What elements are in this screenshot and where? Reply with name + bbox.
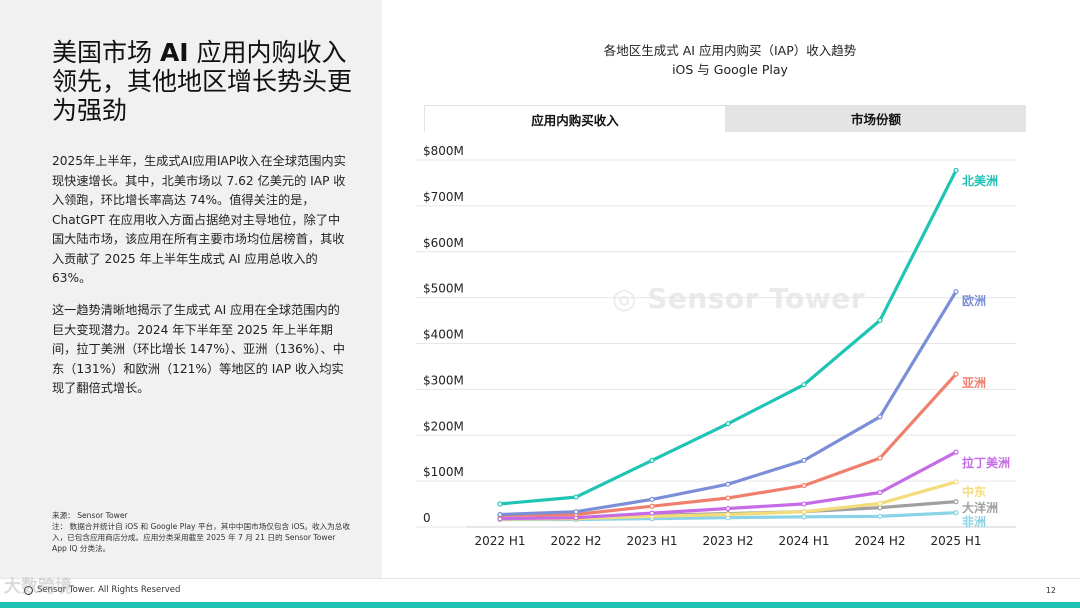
headline-bold: AI xyxy=(159,38,189,67)
data-point xyxy=(497,501,503,507)
data-point xyxy=(801,457,807,463)
watermark-stamp: 大数跨境 xyxy=(4,577,72,597)
footer-brand: Sensor Tower. All Rights Reserved xyxy=(24,585,180,595)
x-tick-label: 2023 H2 xyxy=(702,534,753,548)
data-point xyxy=(725,505,731,512)
chart-subtitle: iOS 与 Google Play xyxy=(672,62,788,77)
series-label: 拉丁美洲 xyxy=(962,455,1010,470)
data-point xyxy=(649,510,655,516)
x-tick-label: 2023 H1 xyxy=(626,534,677,548)
data-point xyxy=(953,449,959,455)
data-point xyxy=(801,509,807,515)
bottom-accent-bar xyxy=(0,602,1080,608)
data-point xyxy=(801,501,807,507)
series-label: 中东 xyxy=(962,484,986,499)
data-point xyxy=(953,499,959,505)
series-line xyxy=(498,372,958,517)
data-point xyxy=(801,382,807,388)
source-note: 来源： Sensor Tower 注： 数据合并统计自 iOS 和 Google… xyxy=(52,510,352,554)
data-point xyxy=(877,489,883,496)
x-tick-label: 2022 H1 xyxy=(474,534,525,548)
data-point xyxy=(877,505,883,511)
left-panel xyxy=(0,0,382,578)
paragraph-1: 2025年上半年，生成式AI应用IAP收入在全球范围内实现快速增长。其中，北美市… xyxy=(52,154,346,285)
data-point xyxy=(877,513,883,519)
data-point xyxy=(649,496,655,502)
headline-text-1: 美国市场 xyxy=(52,38,160,67)
tab-market-share[interactable]: 市场份额 xyxy=(726,105,1026,132)
data-point xyxy=(953,167,959,174)
data-point xyxy=(877,317,883,324)
x-tick-label: 2024 H1 xyxy=(778,534,829,548)
data-point xyxy=(953,479,959,485)
data-point xyxy=(725,495,731,501)
data-point xyxy=(877,455,883,461)
data-point xyxy=(649,457,655,463)
line-chart: $800M $700M $600M $500M $400M $300M $200M $100M… xyxy=(416,144,1016,548)
series-label: 大洋洲 xyxy=(962,500,998,515)
series-label: 欧洲 xyxy=(962,293,986,308)
data-point xyxy=(573,509,579,515)
data-point xyxy=(801,514,807,520)
data-point xyxy=(877,414,883,420)
series-label: 非洲 xyxy=(962,514,986,529)
y-tick-label: $800M xyxy=(423,144,464,158)
data-point xyxy=(801,482,807,489)
data-point xyxy=(725,481,731,487)
chart-title: 各地区生成式 AI 应用内购买（IAP）收入趋势 xyxy=(603,43,857,58)
y-tick-label: $600M xyxy=(423,236,464,250)
y-tick-label: 0 xyxy=(423,511,431,525)
sensor-tower-watermark-icon: ◎ Sensor Tower xyxy=(612,282,866,315)
data-point xyxy=(953,371,959,377)
x-tick-label: 2024 H2 xyxy=(854,534,905,548)
series-line xyxy=(498,168,958,506)
x-tick-label: 2025 H1 xyxy=(930,534,981,548)
page-title: 美国市场 AI 应用内购收入领先，其他地区增长势头更为强劲 xyxy=(52,38,352,125)
sensor-tower-logo-icon xyxy=(24,585,33,595)
data-point xyxy=(497,511,503,518)
tab-iap-revenue[interactable]: 应用内购买收入 xyxy=(424,105,726,132)
data-point xyxy=(649,503,655,509)
data-point xyxy=(573,494,579,500)
y-tick-label: $500M xyxy=(423,282,464,296)
data-point xyxy=(953,288,959,295)
series-label: 北美洲 xyxy=(962,173,998,188)
y-tick-label: $400M xyxy=(423,328,464,342)
y-tick-label: $300M xyxy=(423,373,464,387)
data-point xyxy=(953,510,959,516)
data-point xyxy=(877,500,883,507)
y-tick-label: $100M xyxy=(423,465,464,479)
data-point xyxy=(725,421,731,427)
footer-divider xyxy=(0,578,1080,579)
headline-text-2: 应用内购收入领先，其他地区增长势头更为强劲 xyxy=(52,38,353,125)
chart-tabs: 应用内购买收入 市场份额 xyxy=(424,105,1026,132)
data-point xyxy=(725,511,731,518)
y-tick-label: $200M xyxy=(423,419,464,433)
y-tick-label: $700M xyxy=(423,190,464,204)
source-line: 来源： Sensor Tower xyxy=(52,511,128,520)
paragraph-2: 这一趋势清晰地揭示了生成式 AI 应用在全球范围内的巨大变现潜力。2024 年下… xyxy=(52,303,345,395)
note-line: 注： 数据合并统计自 iOS 和 Google Play 平台，其中中国市场仅包… xyxy=(52,522,350,553)
footer-copyright: Sensor Tower. All Rights Reserved xyxy=(37,585,181,595)
page-number: 12 xyxy=(1045,586,1056,595)
x-tick-label: 2022 H2 xyxy=(550,534,601,548)
series-label: 亚洲 xyxy=(962,376,986,390)
